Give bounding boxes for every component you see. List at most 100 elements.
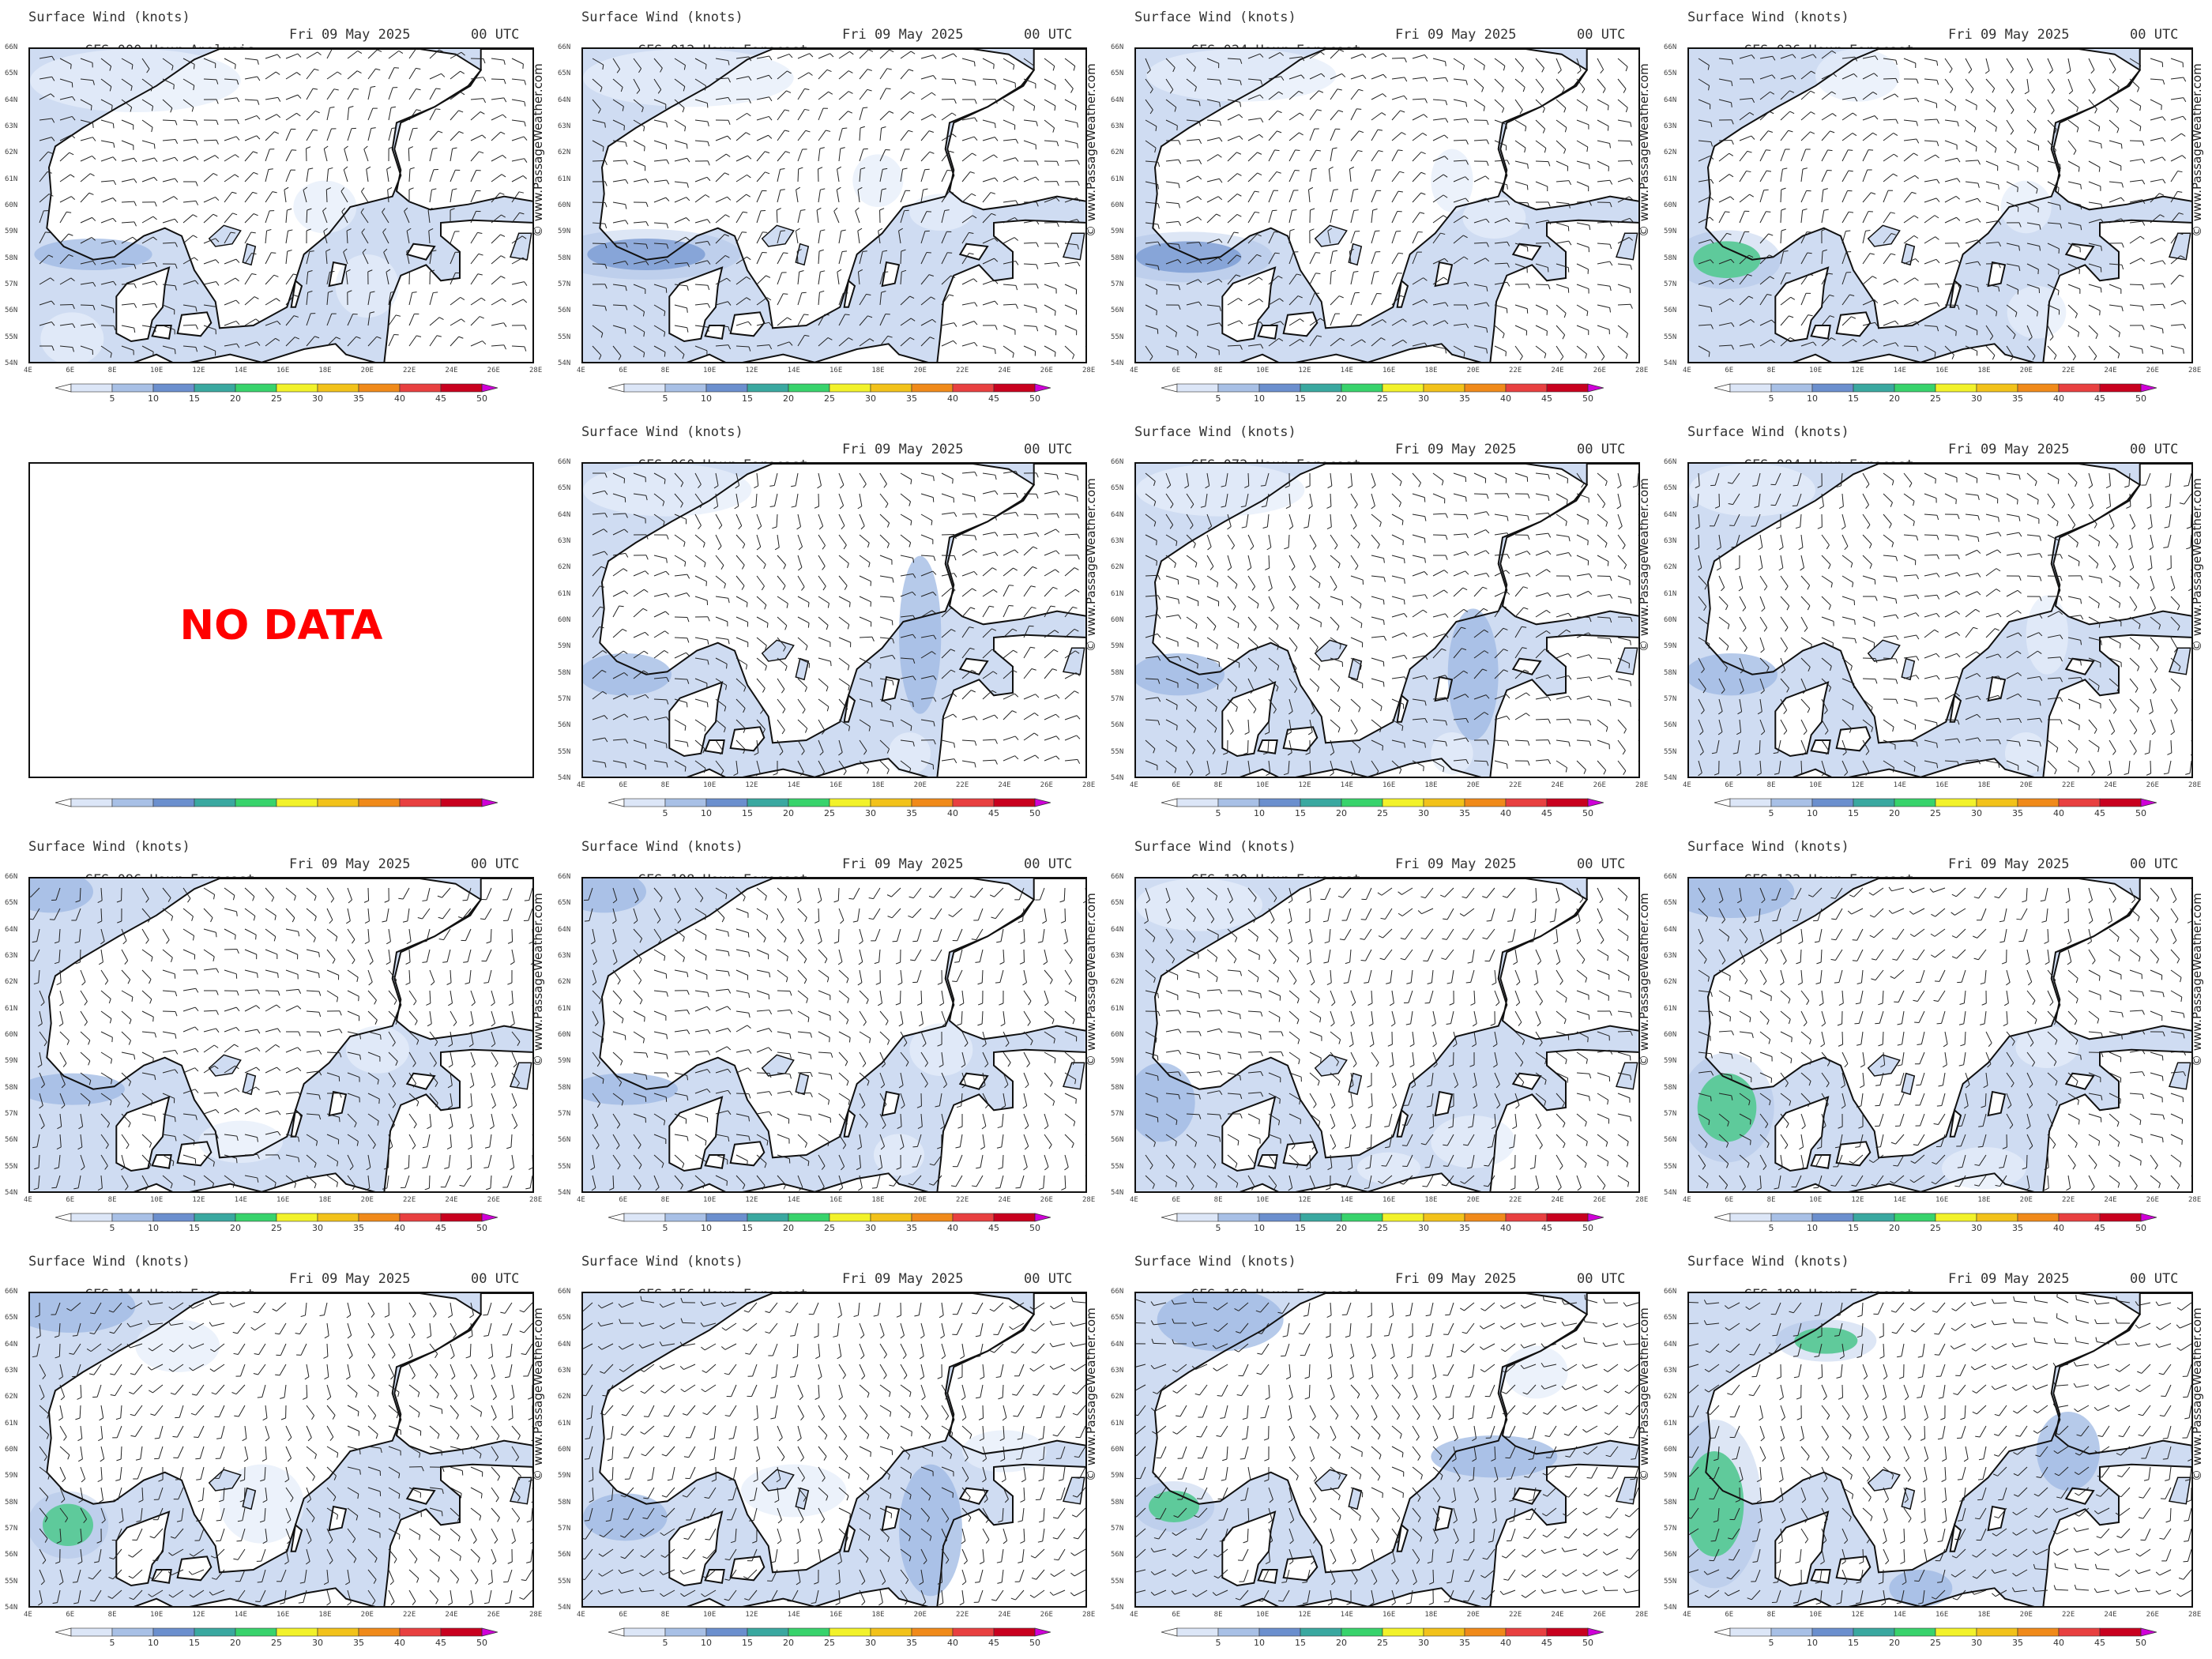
wind-map: [1134, 877, 1640, 1193]
wind-barb: [470, 151, 484, 162]
wind-barb: [265, 210, 275, 224]
wind-barb: [481, 887, 492, 901]
wind-barb: [2026, 1072, 2033, 1089]
colorbar-tick-label: 20: [783, 393, 794, 404]
wind-barb: [2047, 243, 2060, 254]
wind-barb: [141, 236, 157, 244]
wind-barb: [1841, 555, 1853, 568]
wind-barb: [1739, 949, 1746, 965]
lon-label: 14E: [1893, 781, 1906, 789]
lat-label: 56N: [1111, 1136, 1124, 1145]
wind-barb: [1983, 1072, 1988, 1089]
wind-barb: [1288, 149, 1300, 162]
wind-barb: [1514, 1093, 1520, 1109]
wind-barb: [1936, 1134, 1946, 1148]
wind-barb: [797, 1031, 812, 1038]
lon-label: 20E: [913, 367, 927, 374]
wind-barb: [920, 534, 934, 544]
wind-barb: [1780, 75, 1796, 80]
wind-barb: [1944, 631, 1961, 638]
wind-barb: [777, 1154, 791, 1164]
wind-barb: [982, 1093, 989, 1109]
wind-barb: [1227, 928, 1238, 942]
wind-barb: [1862, 229, 1871, 244]
wind-barb: [592, 119, 606, 128]
wind-barb: [1698, 908, 1709, 922]
wind-barb: [2001, 949, 2007, 965]
wind-barb: [1145, 1051, 1159, 1061]
wind-barb: [2088, 263, 2102, 273]
wind-barb: [2109, 990, 2122, 1001]
wind-barb: [1530, 908, 1537, 924]
wind-barb: [920, 151, 935, 162]
lake: [1062, 1062, 1085, 1090]
colorbar-segment: [993, 383, 1036, 393]
wind-barb: [900, 91, 915, 100]
wind-barb: [306, 270, 313, 285]
wind-barb: [285, 1005, 302, 1012]
wind-intensity-area: [1136, 653, 1224, 696]
lat-label: 59N: [5, 1057, 18, 1066]
wind-barb: [468, 1010, 474, 1027]
colorbar-segment: [911, 383, 954, 393]
wind-barb: [1268, 1175, 1277, 1191]
wind-barb: [2026, 222, 2041, 230]
wind-barb: [1453, 281, 1469, 287]
wind-barb: [838, 1134, 847, 1149]
wind-barb: [653, 739, 668, 749]
wind-barb: [1617, 908, 1629, 921]
colorbar-tick-label: 50: [1582, 808, 1593, 818]
wind-barb: [347, 949, 356, 965]
wind-barb: [340, 187, 348, 203]
wind-barb: [1327, 472, 1333, 489]
wind-barb: [1985, 739, 2001, 745]
wind-barb: [1821, 130, 1835, 141]
wind-barb: [1391, 295, 1405, 306]
wind-barb: [459, 1175, 472, 1187]
lon-label: 12E: [192, 367, 205, 374]
wind-barb: [1309, 698, 1315, 715]
wind-barb: [388, 87, 398, 100]
wind-barb: [2067, 1051, 2082, 1060]
wind-barb: [2129, 345, 2143, 354]
wind-barb: [879, 514, 890, 528]
wind-barb: [2002, 1134, 2007, 1149]
wind-barb: [2047, 78, 2056, 94]
wind-barb: [59, 58, 72, 70]
panel-utc: 00 UTC: [471, 856, 520, 872]
colorbar-tick-label: 45: [988, 808, 999, 818]
colorbar-holder: 5 10 15 20 25 30 35 40 45 50: [55, 382, 498, 411]
wind-barb: [2109, 969, 2122, 980]
colorbar-segment: [317, 383, 359, 393]
wind-barb: [2067, 1113, 2080, 1125]
wind-barb: [1350, 150, 1363, 162]
wind-barb: [777, 616, 788, 630]
wind-barb: [306, 949, 320, 957]
land-mass: [705, 740, 724, 754]
wind-barb: [162, 178, 179, 183]
wind-barb: [2129, 719, 2138, 735]
wind-barb: [1780, 296, 1796, 306]
coastline: [393, 49, 532, 211]
wind-barb: [977, 969, 984, 985]
wind-barb: [1894, 1113, 1905, 1127]
wind-barb: [1044, 1010, 1055, 1025]
land-mass: [669, 1097, 722, 1171]
wind-barb: [429, 188, 437, 203]
wind-barb: [2088, 555, 2099, 569]
coastline: [1810, 739, 1831, 754]
wind-barb: [408, 167, 415, 182]
wind-barb: [1576, 760, 1586, 774]
wind-barb: [408, 187, 414, 203]
wind-barb: [100, 217, 117, 224]
wind-barb: [1227, 719, 1234, 735]
wind-barb: [941, 669, 956, 679]
wind-barb: [1391, 534, 1404, 545]
wind-barb: [182, 304, 198, 312]
colorbar-tick-label: 50: [476, 393, 487, 404]
wind-barb: [1371, 73, 1387, 80]
wind-barb: [1556, 345, 1564, 361]
wind-barb: [1003, 492, 1018, 498]
wind-barb: [817, 472, 822, 489]
wind-barb: [244, 969, 258, 978]
